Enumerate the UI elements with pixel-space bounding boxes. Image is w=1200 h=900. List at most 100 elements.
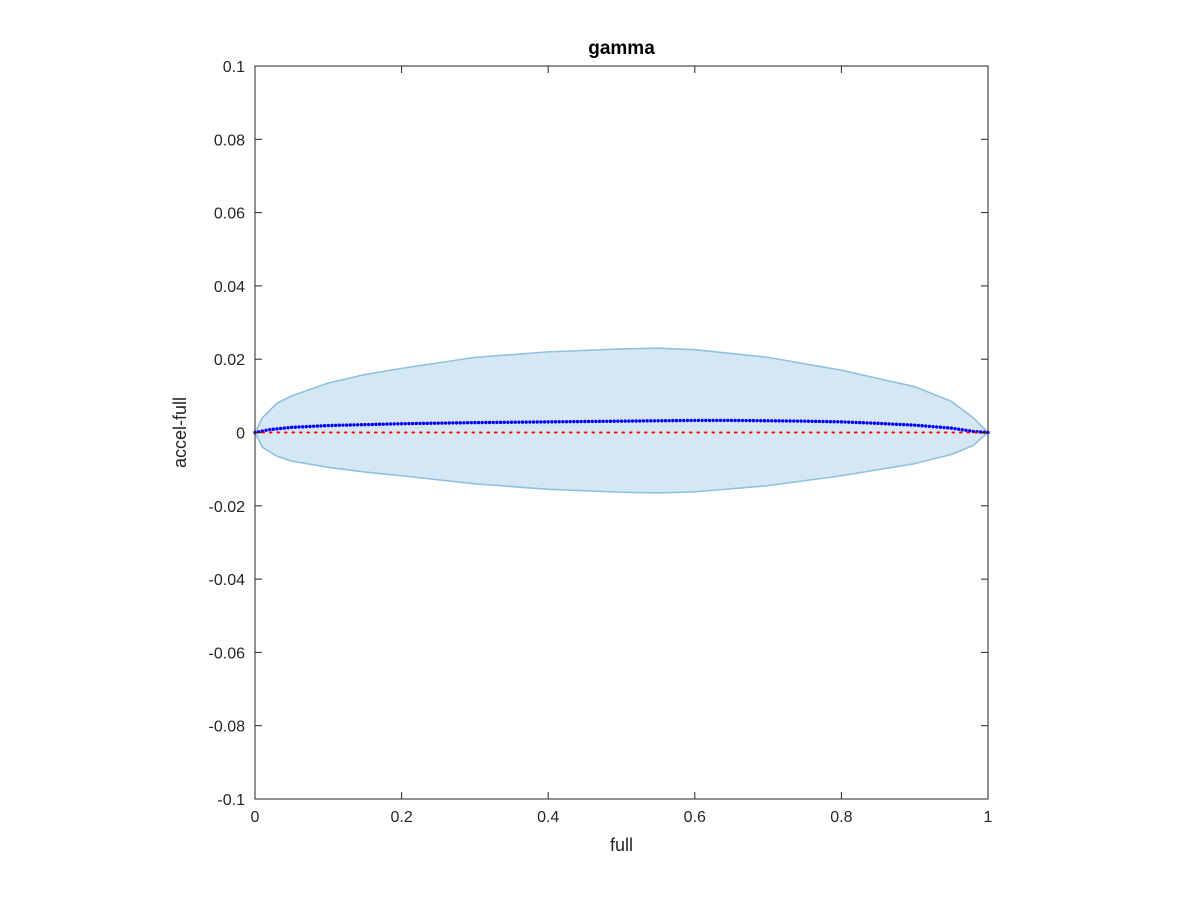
- data-point: [520, 420, 525, 424]
- data-point: [414, 421, 418, 426]
- data-point: [619, 419, 624, 423]
- data-point: [418, 421, 422, 426]
- data-point: [513, 420, 517, 424]
- data-point: [322, 424, 327, 428]
- y-tick-label: 0.02: [214, 352, 245, 369]
- data-point: [297, 425, 301, 429]
- data-point: [726, 418, 730, 423]
- data-point: [341, 423, 345, 427]
- data-point: [319, 424, 323, 428]
- data-point: [509, 420, 514, 424]
- data-point: [594, 419, 598, 424]
- data-point: [700, 418, 704, 423]
- data-point: [762, 419, 767, 423]
- data-point: [806, 419, 811, 423]
- data-point: [355, 423, 360, 427]
- data-point: [836, 420, 840, 424]
- data-point: [528, 420, 532, 424]
- data-point: [788, 419, 792, 423]
- data-point: [905, 423, 910, 427]
- data-point: [546, 420, 550, 424]
- data-point: [847, 420, 851, 424]
- y-tick-label: 0.1: [223, 59, 245, 76]
- y-tick-label: -0.08: [209, 719, 246, 736]
- data-point: [645, 419, 649, 423]
- data-point: [271, 427, 276, 431]
- data-point: [909, 423, 913, 427]
- data-point: [682, 418, 686, 423]
- y-tick-label: -0.02: [209, 499, 246, 516]
- data-point: [696, 418, 701, 423]
- data-point: [564, 419, 569, 424]
- data-point: [766, 419, 770, 423]
- data-point: [715, 418, 719, 423]
- data-point: [432, 421, 437, 425]
- data-point: [480, 420, 484, 425]
- data-point: [887, 422, 891, 426]
- data-point: [956, 427, 961, 431]
- data-point: [792, 419, 796, 423]
- data-point: [568, 419, 572, 424]
- data-point: [671, 418, 675, 423]
- data-point: [344, 423, 349, 427]
- data-point: [759, 419, 763, 423]
- data-point: [898, 422, 902, 427]
- data-point: [352, 423, 356, 427]
- y-axis: -0.1 -0.08 -0.06 -0.04 -0.02 0 0.02 0.04 0.06 0.0…: [209, 59, 988, 809]
- data-point: [843, 420, 847, 424]
- data-point: [656, 419, 660, 423]
- data-point: [854, 420, 858, 425]
- data-point: [689, 418, 693, 423]
- data-point: [579, 419, 583, 424]
- data-point: [865, 421, 869, 425]
- data-point: [498, 420, 503, 425]
- data-point: [960, 428, 965, 432]
- data-point: [883, 422, 888, 426]
- x-tick-label: 0.6: [684, 809, 706, 826]
- data-point: [755, 418, 759, 423]
- data-point: [311, 424, 316, 428]
- y-tick-label: 0.04: [214, 279, 245, 296]
- data-point: [795, 419, 800, 423]
- data-point: [403, 421, 407, 426]
- data-point: [370, 422, 374, 427]
- series-0: [253, 418, 990, 435]
- data-point: [586, 419, 591, 424]
- data-point: [440, 421, 444, 425]
- data-point: [660, 419, 664, 423]
- data-point: [616, 419, 620, 423]
- data-point: [429, 421, 433, 425]
- data-point: [553, 420, 558, 424]
- x-tick-label: 0.8: [830, 809, 852, 826]
- data-point: [278, 426, 283, 431]
- y-tick-label: -0.04: [209, 572, 246, 589]
- data-point: [542, 420, 547, 424]
- data-point: [674, 418, 679, 423]
- data-point: [473, 420, 477, 425]
- data-point: [858, 420, 862, 425]
- data-point: [737, 418, 741, 423]
- data-point: [308, 424, 312, 429]
- data-point: [821, 419, 825, 424]
- x-tick-label: 0.2: [390, 809, 412, 826]
- y-axis-label: accel-full: [170, 397, 190, 468]
- data-point: [934, 425, 939, 429]
- data-point: [286, 426, 290, 430]
- data-point: [315, 424, 320, 428]
- data-point: [506, 420, 510, 424]
- data-point: [814, 419, 818, 424]
- data-point: [839, 420, 844, 424]
- x-tick-label: 1: [984, 809, 993, 826]
- data-point: [770, 419, 774, 423]
- data-point: [649, 419, 653, 423]
- data-point: [876, 421, 880, 426]
- data-point: [597, 419, 602, 424]
- data-point: [267, 427, 272, 432]
- y-tick-label: 0.08: [214, 132, 245, 149]
- data-point: [641, 419, 646, 423]
- y-tick-label: 0.06: [214, 206, 245, 223]
- data-point: [711, 418, 715, 423]
- data-point: [627, 419, 631, 423]
- data-point: [880, 421, 884, 426]
- data-point: [410, 421, 415, 426]
